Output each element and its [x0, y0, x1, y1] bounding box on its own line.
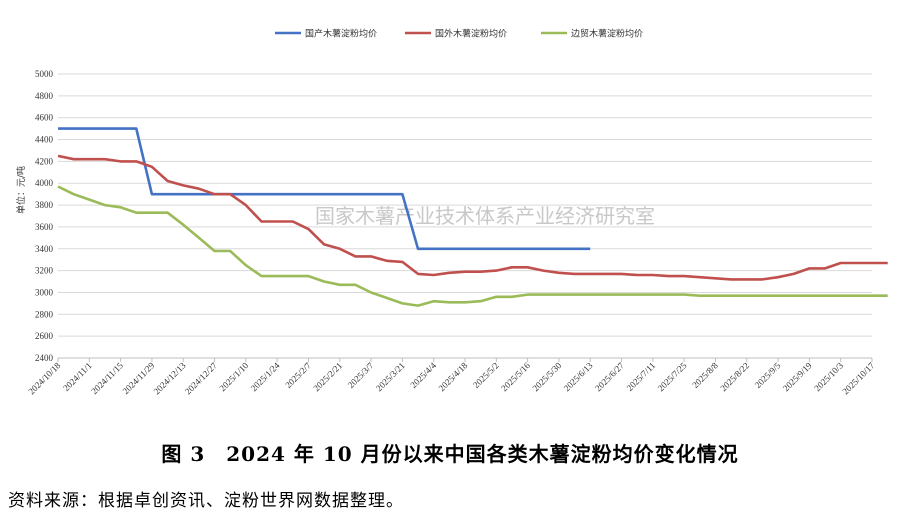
- y-tick-label: 4400: [35, 135, 54, 145]
- y-tick-label: 4000: [35, 178, 54, 188]
- x-tick-label: 2024/11/29: [121, 360, 157, 396]
- x-tick-label: 2025/10/17: [840, 360, 876, 396]
- x-tick-label: 2025/8/8: [690, 360, 720, 390]
- y-tick-label: 3400: [35, 244, 54, 254]
- x-tick-label: 2024/12/27: [183, 360, 219, 396]
- x-tick-label: 2025/8/22: [718, 360, 751, 393]
- x-tick-label: 2025/7/25: [656, 360, 689, 393]
- figure-title: 图 3 2024 年 10 月份以来中国各类木薯淀粉均价变化情况: [161, 442, 739, 466]
- x-axis: 2024/10/182024/11/12024/11/152024/11/292…: [26, 357, 877, 396]
- series-line-2: [57, 154, 888, 281]
- x-tick-label: 2025/5/16: [499, 360, 532, 393]
- x-tick-label: 2025/5/2: [471, 360, 501, 390]
- y-tick-label: 4200: [35, 156, 54, 166]
- x-tick-label: 2024/10/18: [26, 360, 62, 396]
- y-tick-label: 3600: [35, 222, 54, 232]
- watermark-text: 国家木薯产业技术体系产业经济研究室: [315, 204, 655, 228]
- y-tick-label: 3000: [35, 287, 54, 297]
- y-tick-label: 3200: [35, 266, 54, 276]
- price-line-chart: 2400 2600 2800 3000 3200 3400 3600 3800 4000 4200…: [15, 28, 888, 396]
- y-tick-label: 2600: [35, 331, 54, 341]
- y-tick-label: 2800: [35, 309, 54, 319]
- x-tick-label: 2025/9/19: [781, 360, 814, 393]
- x-tick-label: 2025/1/10: [217, 360, 250, 393]
- x-tick-label: 2024/12/13: [152, 360, 188, 396]
- x-tick-label: 2025/3/21: [374, 360, 407, 393]
- legend-label-2: 国外木薯淀粉均价: [435, 28, 507, 40]
- x-tick-label: 2025/2/21: [311, 360, 344, 393]
- y-axis: 2400 2600 2800 3000 3200 3400 3600 3800 4000 4200…: [35, 69, 54, 363]
- x-tick-label: 2025/4/4: [408, 360, 438, 390]
- series-line-3: [57, 185, 888, 307]
- series-lines: [57, 127, 888, 307]
- legend-label-3: 边贸木薯淀粉均价: [571, 28, 643, 40]
- y-tick-label: 2400: [35, 353, 54, 363]
- legend-label-1: 国产木薯淀粉均价: [305, 28, 377, 40]
- x-tick-label: 2025/1/24: [249, 360, 282, 393]
- x-tick-label: 2025/7/11: [625, 360, 658, 393]
- legend: 国产木薯淀粉均价 国外木薯淀粉均价 边贸木薯淀粉均价: [275, 28, 643, 40]
- y-tick-label: 5000: [35, 69, 54, 79]
- series-line-1: [58, 127, 591, 251]
- x-tick-label: 2025/6/13: [562, 360, 595, 393]
- y-tick-label: 4600: [35, 113, 54, 123]
- y-tick-label: 3800: [35, 200, 54, 210]
- source-note: 资料来源：根据卓创资讯、淀粉世界网数据整理。: [8, 491, 404, 511]
- y-tick-label: 4800: [35, 91, 54, 101]
- x-tick-label: 2024/11/15: [89, 360, 125, 396]
- x-tick-label: 2025/2/7: [283, 360, 313, 390]
- x-tick-label: 2025/3/7: [346, 360, 376, 390]
- x-tick-label: 2025/4/18: [437, 360, 470, 393]
- x-tick-label: 2025/6/27: [593, 360, 626, 393]
- x-tick-label: 2025/9/5: [753, 360, 783, 390]
- y-axis-label: 单位：元/吨: [15, 166, 27, 214]
- x-tick-label: 2025/5/30: [530, 360, 563, 393]
